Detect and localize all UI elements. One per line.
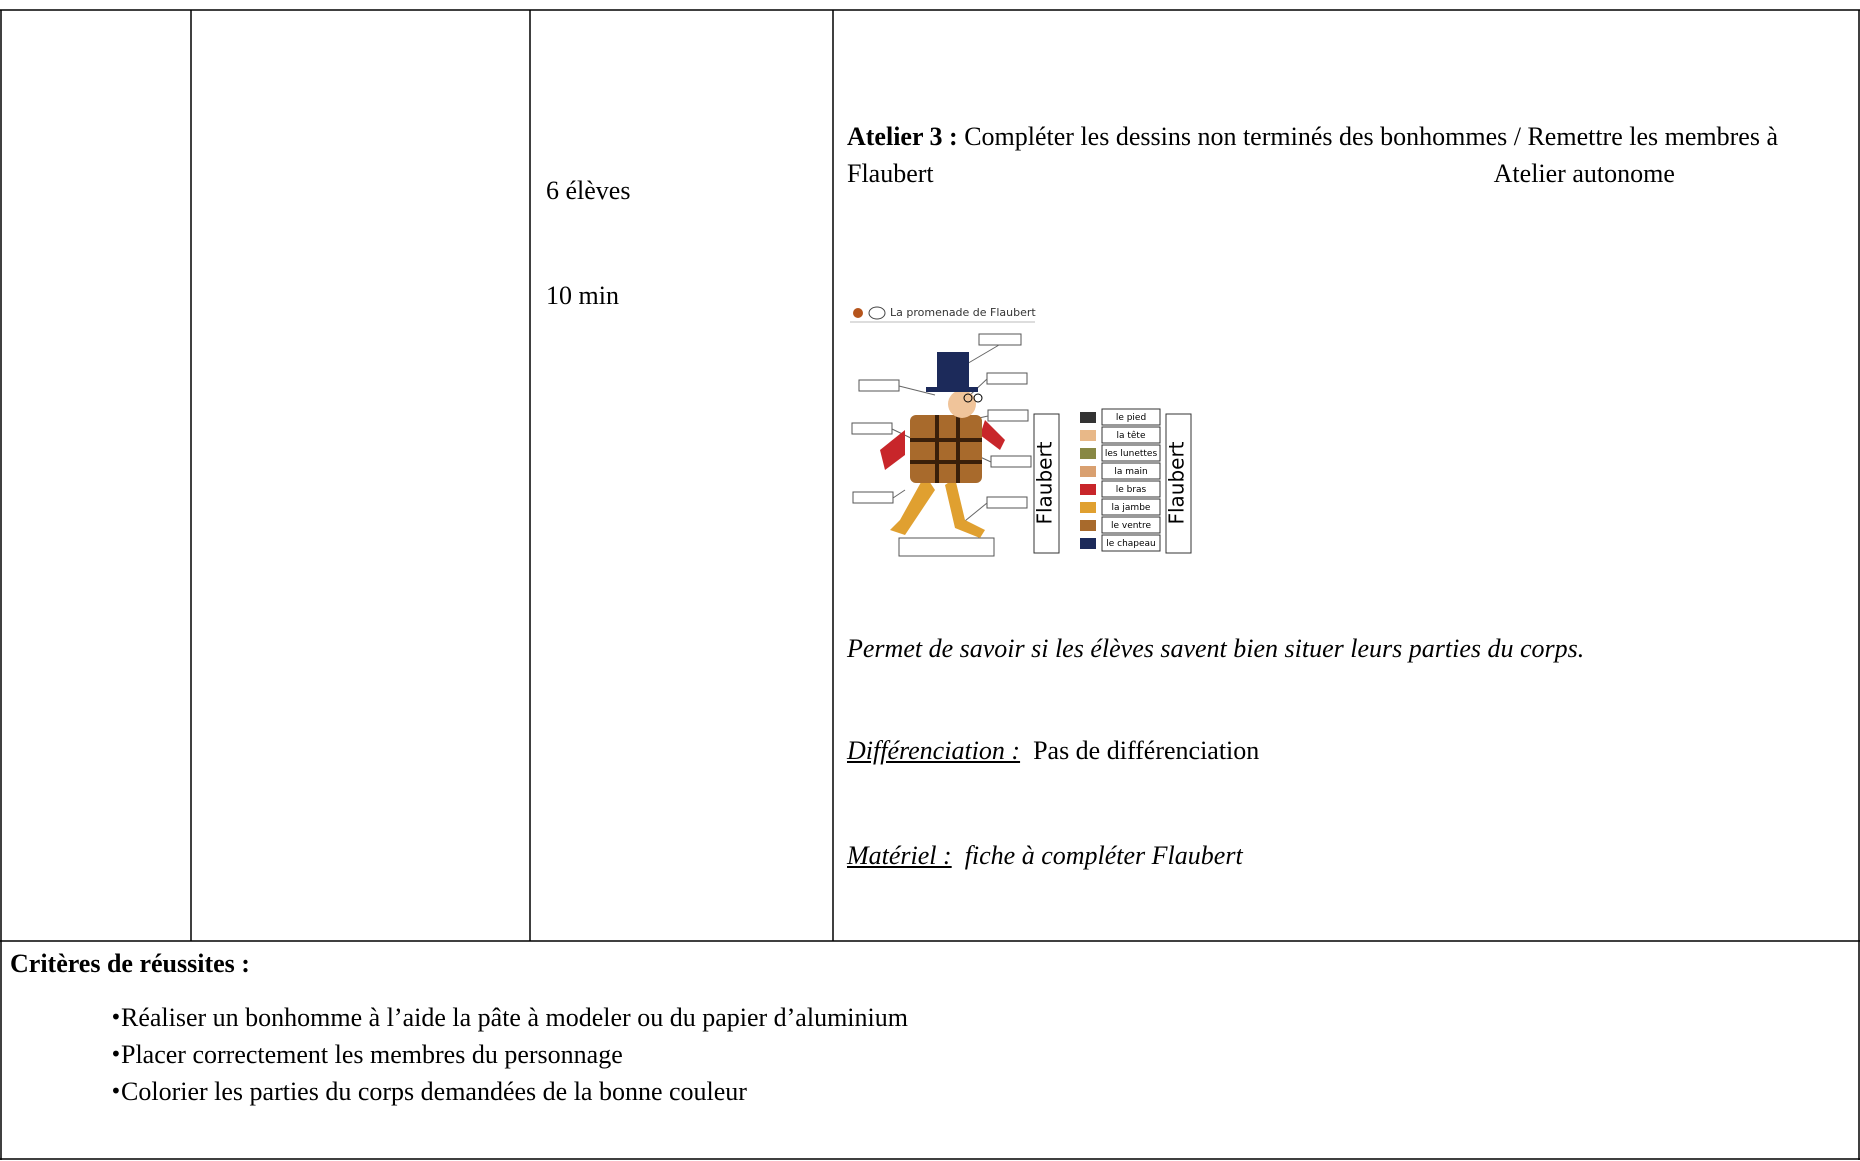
label-icon <box>1080 502 1096 513</box>
label-box <box>1101 408 1161 426</box>
atelier-label: Atelier 3 : <box>847 122 958 151</box>
material: Matériel : fiche à compléter Flaubert <box>847 837 1243 874</box>
table-borders <box>0 9 1860 1160</box>
material-label: Matériel : <box>847 841 952 870</box>
worksheet-figure <box>850 306 1192 557</box>
label-icon <box>1080 538 1096 549</box>
atelier-text: Compléter les dessins non terminés des b… <box>847 122 1778 188</box>
criteria-item: Réaliser un bonhomme à l’aide la pâte à … <box>110 999 908 1036</box>
label-box <box>1101 426 1161 444</box>
duration: 10 min <box>546 281 619 310</box>
atelier-mode: Atelier autonome <box>1493 159 1675 188</box>
label-icon <box>1080 448 1096 459</box>
label-box <box>1101 444 1161 462</box>
label-box <box>1101 534 1161 552</box>
group-size: 6 élèves <box>546 176 631 205</box>
worksheet-name: Flaubert <box>1033 441 1057 524</box>
label-icon <box>1080 412 1096 423</box>
differentiation-label: Différenciation : <box>847 736 1021 765</box>
worksheet-title: La promenade de Flaubert <box>890 306 1036 319</box>
label-text: la tête <box>1116 430 1145 441</box>
label-text: la jambe <box>1112 503 1151 513</box>
criteria-item: Placer correctement les membres du perso… <box>110 1036 908 1073</box>
differentiation: Différenciation : Pas de différenciation <box>847 732 1259 769</box>
label-icon <box>1080 484 1096 495</box>
purpose: Permet de savoir si les élèves savent bi… <box>847 634 1585 663</box>
label-text: le pied <box>1116 413 1146 423</box>
label-icon <box>1080 466 1096 477</box>
label-box <box>1101 498 1161 516</box>
criteria-title: Critères de réussites : <box>10 949 250 978</box>
criteria-list: Réaliser un bonhomme à l’aide la pâte à … <box>110 999 908 1110</box>
material-text: fiche à compléter Flaubert <box>964 841 1243 870</box>
label-box <box>1101 480 1161 498</box>
label-box <box>1101 462 1161 480</box>
differentiation-text: Pas de différenciation <box>1033 736 1260 765</box>
criteria-item: Colorier les parties du corps demandées … <box>110 1073 908 1110</box>
label-icon <box>1080 520 1096 531</box>
label-text: le chapeau <box>1106 539 1156 549</box>
label-text: la main <box>1114 467 1147 477</box>
label-icon <box>1080 430 1096 441</box>
label-text: les lunettes <box>1105 449 1158 459</box>
atelier-description: Atelier 3 : Compléter les dessins non te… <box>847 118 1847 192</box>
worksheet-name: Flaubert <box>1165 441 1189 524</box>
label-text: le bras <box>1116 485 1147 495</box>
label-text: le ventre <box>1111 521 1151 531</box>
label-box <box>1101 516 1161 534</box>
